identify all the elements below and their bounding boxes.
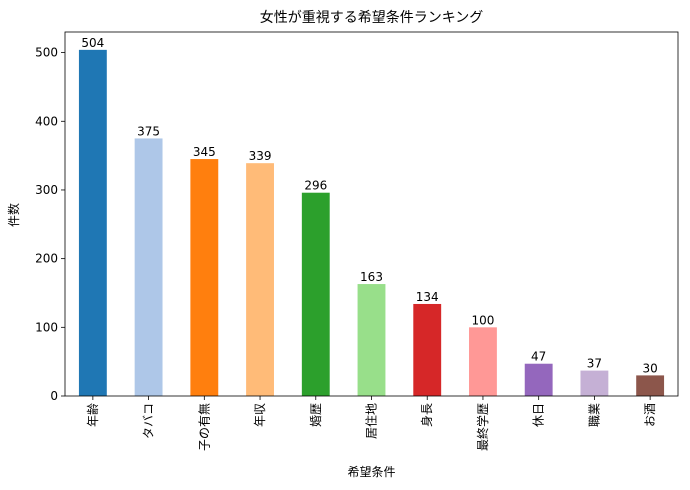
y-axis: 0 100 200 300 400 500 — [35, 46, 65, 403]
bar-value-label: 30 — [642, 361, 657, 375]
bar-value-label: 37 — [587, 357, 602, 371]
bar — [413, 303, 442, 396]
y-tick-label: 100 — [35, 320, 58, 334]
bar-value-label: 100 — [472, 313, 495, 327]
bar — [78, 49, 107, 397]
bar — [357, 284, 386, 396]
x-tick-label: 休日 — [532, 403, 546, 427]
chart-title: 女性が重視する希望条件ランキング — [260, 9, 484, 26]
x-tick-label: 最終学歴 — [475, 403, 490, 451]
bar-value-label: 345 — [193, 145, 216, 159]
x-tick-label: 居住地 — [365, 403, 379, 439]
bar-value-label: 163 — [360, 270, 383, 284]
x-tick-label: 年収 — [253, 403, 267, 427]
bar — [246, 163, 274, 396]
bar — [469, 327, 497, 396]
x-tick-label: 婚歴 — [309, 403, 323, 427]
y-tick-label: 0 — [50, 389, 58, 403]
bar — [301, 192, 330, 396]
bar — [636, 375, 665, 396]
value-labels-group: 504 375 345 339 296 163 134 100 47 37 30 — [81, 36, 657, 376]
bar — [190, 159, 219, 396]
x-tick-label: 子の有無 — [196, 403, 211, 451]
plot-frame — [64, 31, 679, 397]
y-tick-label: 200 — [35, 252, 58, 266]
bar-value-label: 375 — [137, 124, 160, 138]
y-tick-label: 400 — [35, 114, 58, 128]
y-tick-label: 500 — [35, 46, 58, 60]
y-tick-label: 300 — [35, 183, 58, 197]
x-tick-label: 年齢 — [85, 403, 100, 427]
bar-value-label: 134 — [416, 290, 439, 304]
bar-value-label: 296 — [304, 179, 327, 193]
bar-value-label: 339 — [249, 149, 272, 163]
bar — [580, 370, 609, 396]
bar-value-label: 504 — [81, 36, 104, 50]
y-axis-label: 件数 — [6, 203, 21, 227]
bar-value-label: 47 — [531, 350, 546, 364]
x-tick-label: お酒 — [643, 403, 657, 427]
x-tick-label: 身長 — [419, 403, 434, 427]
bars-group — [78, 49, 665, 397]
x-axis: 年齢 タバコ 子の有無 年収 婚歴 居住地 身長 最終学歴 休日 職業 お酒 — [85, 396, 657, 451]
x-tick-label: 職業 — [587, 403, 601, 427]
bar — [524, 363, 553, 396]
x-axis-label: 希望条件 — [347, 464, 395, 479]
x-tick-label: タバコ — [142, 403, 156, 439]
bar — [134, 138, 163, 397]
